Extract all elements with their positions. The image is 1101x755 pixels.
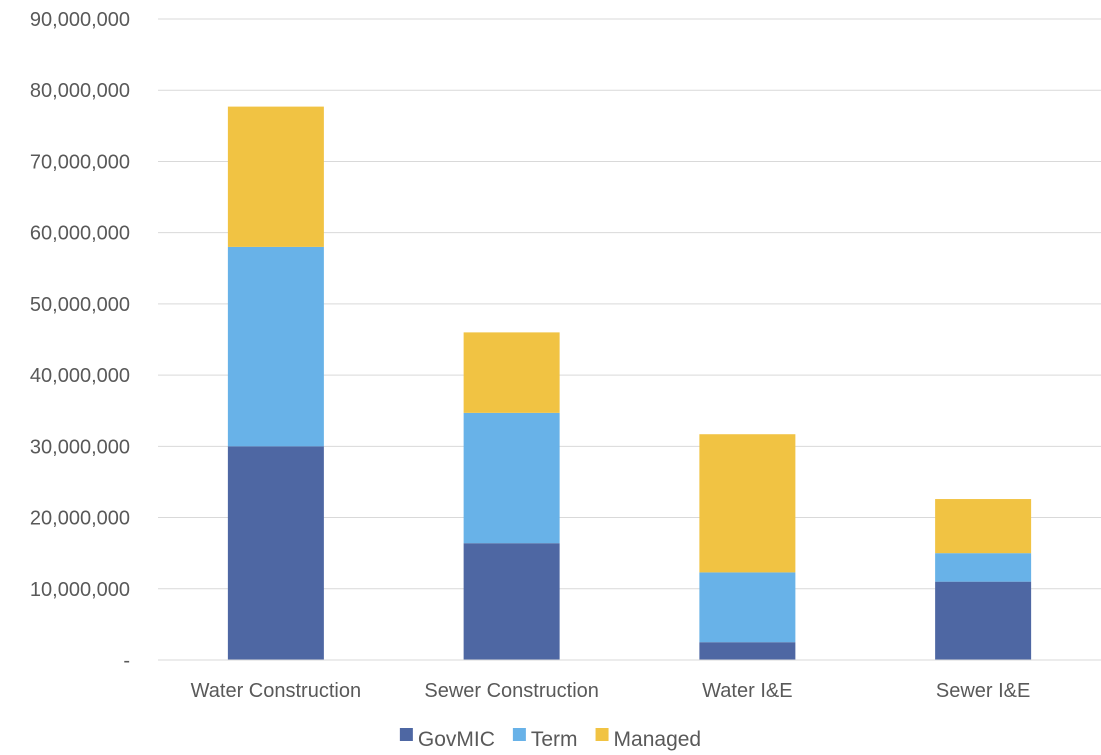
bar-segment-term — [699, 572, 796, 643]
legend-item-managed: Managed — [595, 728, 702, 751]
x-tick-label: Sewer Construction — [424, 680, 599, 702]
legend-label: Managed — [614, 728, 702, 751]
bar-stack-3 — [935, 499, 1032, 660]
y-tick-label: 10,000,000 — [30, 579, 130, 601]
bar-segment-managed — [699, 434, 796, 573]
legend-swatch — [512, 728, 526, 741]
bar-segment-govmic — [699, 642, 796, 660]
bar-stack-1 — [463, 332, 560, 660]
legend-swatch — [595, 728, 609, 741]
x-tick-label: Water I&E — [702, 680, 792, 702]
bar-segment-managed — [227, 106, 324, 247]
bar-stack-0 — [227, 106, 324, 660]
bar-segment-managed — [935, 499, 1032, 554]
legend-label: GovMIC — [418, 728, 495, 751]
y-tick-label: 60,000,000 — [30, 223, 130, 245]
bar-segment-govmic — [935, 581, 1032, 660]
bar-segment-managed — [463, 332, 560, 413]
x-tick-label: Sewer I&E — [936, 680, 1030, 702]
legend-swatch — [399, 728, 413, 741]
bar-segment-term — [935, 553, 1032, 582]
y-axis-tick-labels: - 10,000,000 20,000,000 30,000,000 40,000,00… — [30, 9, 130, 672]
y-tick-label: 70,000,000 — [30, 151, 130, 173]
bar-segment-govmic — [463, 543, 560, 660]
legend: GovMIC Term Managed — [399, 728, 702, 751]
bar-segment-term — [463, 412, 560, 544]
y-tick-label: 50,000,000 — [30, 294, 130, 316]
legend-item-term: Term — [512, 728, 578, 751]
x-axis: Water Construction Sewer Construction Wate… — [158, 659, 1101, 702]
y-tick-label: 20,000,000 — [30, 508, 130, 530]
y-tick-label: 40,000,000 — [30, 365, 130, 387]
bars — [227, 106, 1032, 660]
bar-segment-govmic — [227, 446, 324, 660]
bar-segment-term — [227, 246, 324, 447]
legend-item-govmic: GovMIC — [399, 728, 495, 751]
legend-label: Term — [531, 728, 578, 751]
y-tick-label: 90,000,000 — [30, 9, 130, 31]
bar-stack-2 — [699, 434, 796, 660]
x-tick-label: Water Construction — [191, 680, 361, 702]
y-tick-label: 30,000,000 — [30, 436, 130, 458]
y-tick-label: 80,000,000 — [30, 80, 130, 102]
y-tick-label: - — [123, 650, 130, 672]
